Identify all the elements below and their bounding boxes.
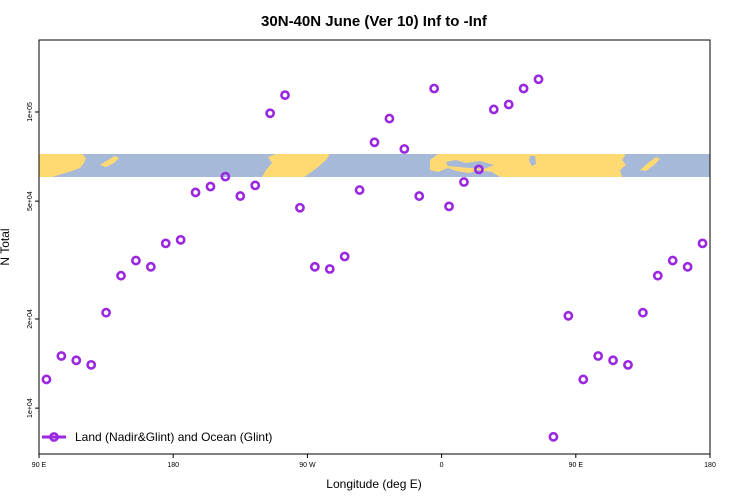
data-point [71,355,82,366]
y-tick-label: 1e+04 [27,398,34,418]
data-point [220,171,231,182]
data-point [608,355,618,366]
y-axis: 1e+04 2e+04 5e+04 1e+05 [27,102,39,418]
data-point [295,202,305,213]
data-point [563,310,574,321]
data-point [638,307,648,318]
data-point [101,307,111,318]
map-sea-caspian [529,156,536,166]
legend-label: Land (Nadir&Glint) and Ocean (Glint) [75,430,272,444]
data-point [667,255,678,266]
map-land-eurasia [430,154,626,177]
data-point [578,374,589,385]
data-point [488,104,499,115]
x-tick-label: 180 [704,462,716,469]
map-land-japan [100,156,119,167]
x-tick-label: 90 W [299,462,316,469]
x-axis: 90 E 180 90 W 0 90 E 180 [32,454,716,469]
data-point [682,261,693,272]
x-axis-label: Longitude (deg E) [326,477,421,491]
data-point [339,251,350,262]
data-point [518,83,529,94]
x-tick-label: 0 [440,462,444,469]
data-point [533,74,544,85]
data-point [414,191,425,201]
data-point [652,270,663,281]
data-point [399,144,410,154]
plot-frame [38,39,711,455]
x-tick-label: 90 E [32,462,47,469]
data-point [145,261,156,272]
data-point [503,99,514,110]
map-land-north-america [262,154,330,177]
data-point [41,374,52,385]
data-point [548,431,559,442]
map-band [39,154,710,177]
data-point [369,137,380,148]
data-point [86,359,97,370]
data-point [265,108,276,119]
data-point [429,83,440,94]
data-point [235,191,246,201]
data-point [324,264,335,274]
data-point [175,234,186,245]
data-point [131,255,141,266]
y-tick-label: 1e+05 [27,102,34,122]
x-tick-label: 180 [167,462,179,469]
data-point [384,113,395,124]
data-point [354,185,365,195]
data-point [593,351,604,361]
data-point [280,90,290,101]
data-point [444,201,454,212]
legend: Land (Nadir&Glint) and Ocean (Glint) [42,430,272,444]
data-point [250,180,261,191]
y-tick-label: 5e+04 [27,191,34,211]
y-tick-label: 2e+04 [27,309,34,329]
data-point [309,261,320,272]
data-point [160,238,171,249]
data-point [623,359,633,370]
data-point [459,177,469,187]
chart-title: 30N-40N June (Ver 10) Inf to -Inf [261,13,488,30]
legend-marker [49,432,59,442]
data-point [190,187,201,198]
map-land-east-asia [39,154,86,177]
data-point [56,351,67,361]
data-points [41,74,708,442]
data-point [697,238,708,249]
data-point [473,164,484,175]
data-point [205,181,216,192]
map-land-japan-east [640,157,660,171]
y-axis-label: N Total [0,228,12,265]
x-tick-label: 90 E [569,462,584,469]
data-point [116,270,126,281]
